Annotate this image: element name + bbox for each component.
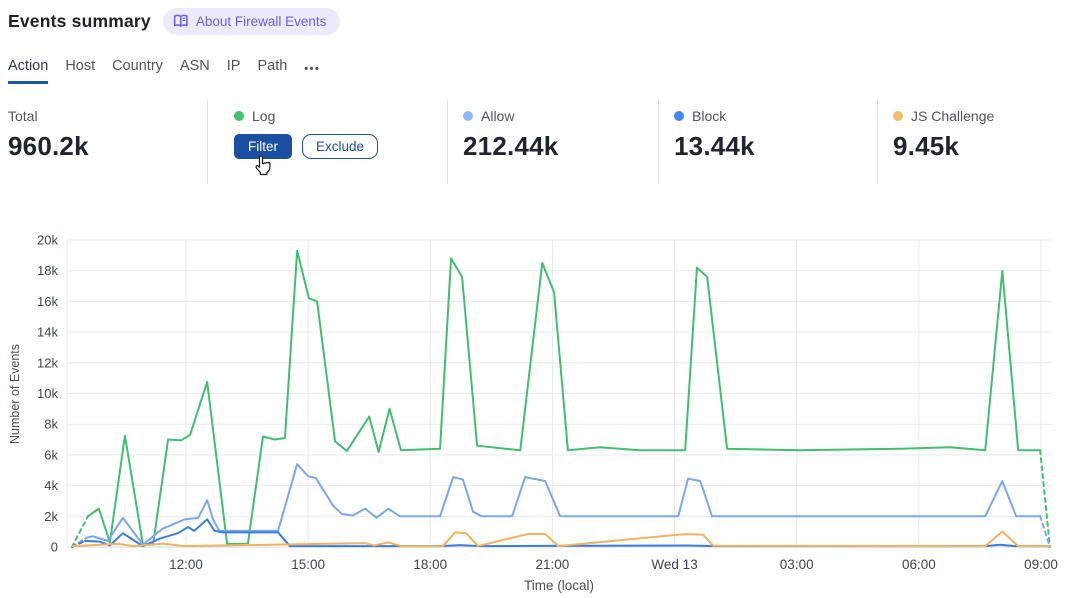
series-js-challenge-line bbox=[71, 530, 1051, 548]
about-firewall-events-link[interactable]: About Firewall Events bbox=[162, 8, 341, 35]
y-axis-title: Number of Events bbox=[8, 344, 22, 444]
filter-button[interactable]: Filter bbox=[234, 134, 292, 159]
x-axis-title: Time (local) bbox=[524, 578, 594, 593]
stat-total-label: Total bbox=[8, 108, 38, 124]
tab-country[interactable]: Country bbox=[112, 58, 163, 74]
svg-text:Wed 13: Wed 13 bbox=[651, 557, 697, 572]
log-hover-actions: Filter Exclude bbox=[223, 134, 447, 176]
stat-log: Log Filter Exclude bbox=[207, 100, 447, 184]
tab-ip[interactable]: IP bbox=[226, 58, 241, 74]
svg-text:18:00: 18:00 bbox=[413, 557, 447, 572]
tab-host[interactable]: Host bbox=[65, 58, 96, 74]
gridlines bbox=[66, 239, 1052, 548]
block-legend-dot bbox=[674, 111, 684, 121]
book-icon bbox=[173, 14, 189, 29]
stat-allow: Allow 212.44k bbox=[447, 100, 658, 184]
svg-text:12:00: 12:00 bbox=[169, 557, 203, 572]
js-challenge-legend-dot bbox=[893, 111, 903, 121]
svg-text:21:00: 21:00 bbox=[536, 557, 570, 572]
stat-js-challenge-value: 9.45k bbox=[893, 131, 960, 161]
stat-total: Total 960.2k bbox=[8, 100, 207, 184]
svg-text:0: 0 bbox=[51, 540, 58, 555]
tab-asn[interactable]: ASN bbox=[179, 58, 210, 74]
stat-allow-label: Allow bbox=[481, 108, 515, 124]
tabs-more-button[interactable]: ••• bbox=[304, 63, 321, 75]
stat-total-value: 960.2k bbox=[8, 131, 89, 161]
axis-labels: 0 2k 4k 6k 8k 10k 12k 14k 16k 18k 20k 12:00 15:00 18:… bbox=[8, 233, 1058, 594]
stat-allow-value: 212.44k bbox=[463, 131, 559, 161]
svg-text:10k: 10k bbox=[37, 386, 58, 401]
svg-text:18k: 18k bbox=[37, 263, 58, 278]
log-legend-dot bbox=[234, 111, 244, 121]
svg-text:06:00: 06:00 bbox=[902, 557, 936, 572]
stat-js-challenge: JS Challenge 9.45k bbox=[877, 100, 1068, 184]
tab-action[interactable]: Action bbox=[8, 58, 49, 84]
svg-text:09:00: 09:00 bbox=[1024, 557, 1058, 572]
svg-text:12k: 12k bbox=[37, 355, 58, 370]
badge-label: About Firewall Events bbox=[195, 14, 327, 29]
svg-text:6k: 6k bbox=[44, 447, 58, 462]
header: Events summary About Firewall Events bbox=[8, 8, 341, 35]
svg-text:14k: 14k bbox=[37, 325, 58, 340]
svg-text:03:00: 03:00 bbox=[780, 557, 814, 572]
exclude-button[interactable]: Exclude bbox=[302, 134, 379, 159]
svg-text:8k: 8k bbox=[44, 417, 58, 432]
dimension-tabs: Action Host Country ASN IP Path ••• bbox=[8, 58, 320, 84]
svg-text:20k: 20k bbox=[37, 233, 58, 248]
stat-block: Block 13.44k bbox=[658, 100, 877, 184]
stat-js-challenge-label: JS Challenge bbox=[911, 108, 995, 124]
allow-legend-dot bbox=[463, 111, 473, 121]
tab-path[interactable]: Path bbox=[257, 58, 288, 74]
svg-text:15:00: 15:00 bbox=[291, 557, 325, 572]
svg-text:4k: 4k bbox=[44, 478, 58, 493]
series-block-line bbox=[71, 518, 1051, 548]
events-time-series-chart[interactable]: 0 2k 4k 6k 8k 10k 12k 14k 16k 18k 20k 12:00 15:00 18:… bbox=[0, 223, 1068, 598]
stat-block-value: 13.44k bbox=[674, 131, 755, 161]
stats-row: Total 960.2k Log Filter Exclude Al bbox=[8, 100, 1068, 184]
stat-log-label: Log bbox=[252, 108, 276, 124]
svg-text:2k: 2k bbox=[44, 509, 58, 524]
stat-block-label: Block bbox=[692, 108, 727, 124]
page-title: Events summary bbox=[8, 11, 151, 31]
series-log-line bbox=[71, 249, 1051, 548]
svg-text:16k: 16k bbox=[37, 294, 58, 309]
chart-svg[interactable]: 0 2k 4k 6k 8k 10k 12k 14k 16k 18k 20k 12:00 15:00 18:… bbox=[0, 223, 1068, 598]
